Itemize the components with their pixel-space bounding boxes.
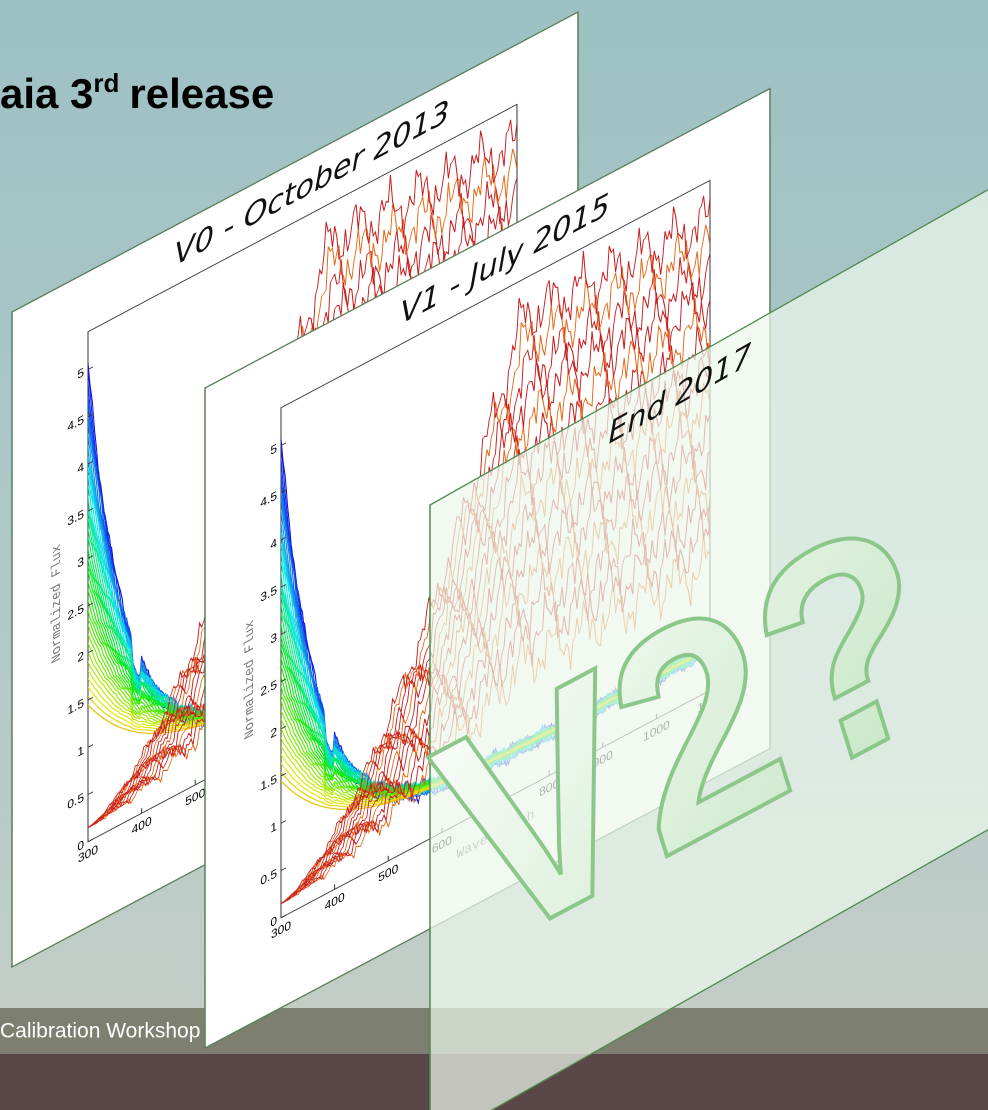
y-tick <box>88 602 93 607</box>
y-tick <box>88 460 93 465</box>
y-tick-label: 5 <box>270 440 277 458</box>
spectrum-curve <box>281 224 710 904</box>
y-tick-label: 4 <box>270 535 277 553</box>
y-tick <box>88 838 93 843</box>
y-axis-label: Normalized Flux <box>243 617 258 742</box>
y-tick <box>88 555 93 559</box>
y-tick <box>281 772 286 777</box>
footer-text: Calibration Workshop <box>0 1020 200 1043</box>
y-tick-label: 2 <box>270 724 277 742</box>
y-tick-label: 2 <box>77 648 84 666</box>
y-tick <box>281 678 286 683</box>
y-tick <box>281 867 286 871</box>
y-tick-label: 4 <box>77 459 84 477</box>
y-tick <box>281 725 286 730</box>
y-tick <box>88 366 93 370</box>
title-text: aia 3 <box>0 70 93 117</box>
panel-sheet <box>429 187 988 1110</box>
y-tick <box>281 489 286 494</box>
y-tick <box>88 508 93 512</box>
y-tick-label: 3 <box>77 553 84 571</box>
y-tick <box>281 442 286 446</box>
y-tick-label: 3 <box>270 629 277 647</box>
panels: 00.511.522.533.544.55300400500Normalized… <box>11 10 988 1110</box>
y-tick <box>281 820 286 824</box>
y-tick-label: 0 <box>270 913 277 931</box>
title-rest: release <box>129 70 274 117</box>
y-axis-label: Normalized Flux <box>50 541 65 666</box>
y-tick-label: 5 <box>77 364 84 382</box>
y-tick <box>281 584 286 588</box>
spectrum-curve <box>281 253 710 904</box>
y-tick <box>88 791 93 795</box>
y-tick <box>88 696 93 701</box>
spectrum-curve <box>88 148 517 828</box>
y-tick <box>88 744 93 748</box>
y-tick <box>88 413 93 418</box>
y-tick <box>281 536 286 541</box>
spectrum-curve <box>281 195 710 904</box>
y-tick-label: 0 <box>77 837 84 855</box>
y-tick-label: 1 <box>270 818 277 836</box>
y-tick <box>88 649 93 654</box>
y-tick-label: 1 <box>77 742 84 760</box>
y-tick <box>281 631 286 635</box>
title-superscript: rd <box>93 68 119 98</box>
y-tick <box>281 914 286 919</box>
slide-title: aia 3rd release <box>0 68 274 117</box>
